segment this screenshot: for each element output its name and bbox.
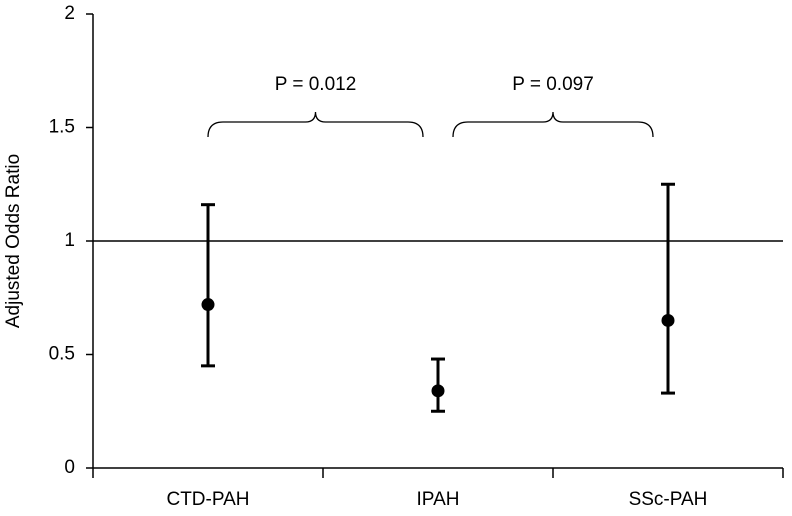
bracket [207, 111, 424, 138]
annotation: P = 0.012 [275, 74, 357, 95]
bracket [452, 111, 654, 138]
x-tick-label: IPAH [417, 489, 460, 510]
y-tick-label: 0.5 [49, 344, 75, 365]
x-tick-label: SSc-PAH [629, 489, 708, 510]
y-tick-label: 0 [64, 457, 75, 478]
y-axis-label: Adjusted Odds Ratio [3, 154, 24, 328]
annotation: P = 0.097 [512, 74, 594, 95]
y-tick-label: 1 [64, 230, 75, 251]
y-tick-label: 2 [64, 3, 75, 24]
x-tick-label: CTD-PAH [166, 489, 249, 510]
point [201, 298, 215, 312]
y-tick-label: 1.5 [49, 117, 75, 138]
point [661, 313, 675, 327]
point [431, 384, 445, 398]
